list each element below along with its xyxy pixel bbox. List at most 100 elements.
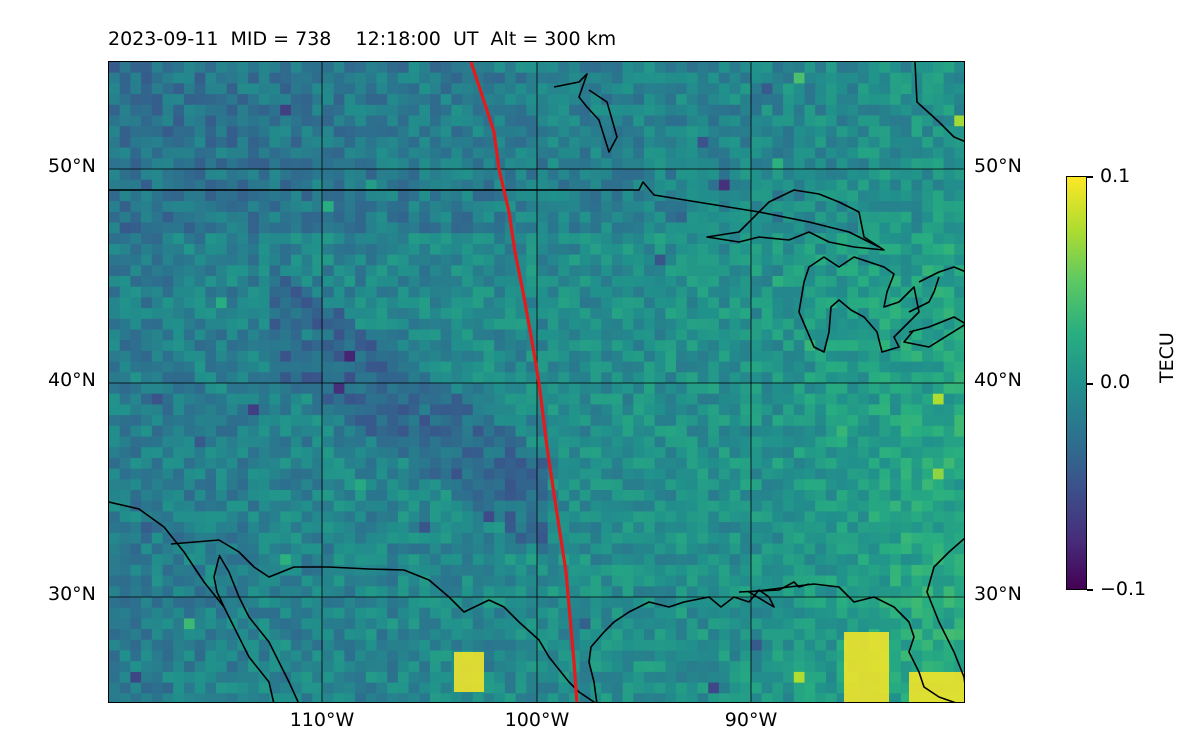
tec-cell — [825, 693, 838, 702]
tec-cell — [740, 147, 752, 159]
tec-cell — [590, 254, 602, 266]
tec-cell — [644, 457, 656, 470]
tec-cell — [547, 233, 559, 245]
tec-cell — [922, 564, 934, 577]
tec-cell — [290, 543, 303, 555]
tec-cell — [462, 318, 474, 331]
tec-cell — [183, 201, 196, 213]
tec-cell — [333, 490, 345, 502]
tec-cell — [504, 147, 517, 159]
tec-cell — [890, 671, 902, 684]
tec-cell — [537, 457, 549, 470]
tec-cell — [718, 254, 731, 266]
tec-cell — [793, 522, 806, 534]
tec-cell — [205, 383, 217, 395]
tec-cell — [943, 532, 955, 545]
tec-cell — [708, 243, 720, 256]
tec-cell — [932, 543, 945, 555]
tec-cell — [376, 254, 388, 266]
tec-cell — [130, 639, 142, 652]
tec-cell — [783, 639, 795, 652]
tec-cell — [569, 190, 581, 202]
tec-cell — [130, 104, 142, 117]
tec-cell — [312, 415, 324, 427]
tec-cell — [483, 543, 495, 555]
tec-cell — [836, 618, 848, 630]
tec-cell — [943, 115, 955, 127]
tec-cell — [397, 201, 410, 213]
tec-cell — [472, 115, 485, 127]
tec-cell — [890, 276, 902, 288]
tec-cell — [890, 308, 902, 320]
tec-cell — [430, 83, 442, 95]
tec-cell — [130, 136, 142, 149]
tec-cell — [130, 94, 142, 106]
tec-cell — [397, 532, 410, 545]
tec-cell — [718, 126, 731, 138]
tec-cell — [119, 297, 131, 309]
tec-cell — [601, 607, 613, 619]
tec-cell — [654, 340, 666, 352]
tec-cell — [761, 136, 773, 149]
tec-cell — [408, 468, 420, 480]
tec-cell — [579, 340, 592, 352]
tec-cell — [440, 554, 452, 566]
tec-cell — [365, 94, 378, 106]
tec-cell — [772, 254, 784, 266]
tec-cell — [515, 607, 527, 619]
tec-cell — [109, 425, 121, 438]
tec-cell — [601, 639, 613, 652]
tec-cell — [665, 104, 677, 117]
tec-cell — [676, 190, 688, 202]
tec-cell — [911, 126, 923, 138]
tec-cell — [654, 286, 666, 298]
tec-cell — [601, 169, 613, 181]
tec-cell — [162, 543, 174, 555]
tec-cell — [569, 372, 581, 384]
tec-cell — [216, 361, 228, 373]
tec-cell — [665, 233, 677, 245]
tec-cell — [686, 62, 699, 74]
tec-cell — [462, 554, 474, 566]
tec-cell — [462, 62, 474, 74]
tec-cell — [558, 468, 570, 480]
tec-cell — [676, 607, 688, 619]
tec-cell — [130, 500, 142, 512]
tec-cell — [825, 297, 838, 309]
tec-cell — [194, 564, 206, 577]
tec-cell — [333, 222, 345, 234]
tec-cell — [226, 126, 238, 138]
tec-cell — [900, 650, 913, 662]
tec-cell — [526, 607, 538, 619]
tec-cell — [387, 265, 399, 277]
tec-cell — [537, 607, 549, 619]
tec-cell — [847, 511, 859, 523]
tec-cell — [815, 457, 827, 470]
lat-label-right-50: 50°N — [974, 155, 1022, 177]
tec-cell — [333, 243, 345, 256]
tec-cell — [686, 532, 699, 545]
tec-cell — [879, 425, 891, 438]
tec-cell — [280, 404, 292, 416]
tec-cell — [205, 179, 217, 191]
tec-cell — [472, 190, 485, 202]
tec-cell — [783, 243, 795, 256]
tec-cell — [504, 190, 517, 202]
tec-cell — [601, 629, 613, 641]
tec-cell — [301, 490, 313, 502]
tec-cell — [868, 211, 880, 224]
tec-cell — [312, 522, 324, 534]
tec-cell — [697, 72, 709, 84]
tec-cell — [697, 404, 709, 416]
tec-cell — [922, 425, 934, 438]
tec-cell — [365, 350, 378, 363]
tec-cell — [355, 543, 367, 555]
tec-cell — [269, 233, 281, 245]
tec-cell — [408, 361, 420, 373]
tec-cell — [430, 179, 442, 191]
tec-cell — [708, 179, 720, 191]
tec-cell — [312, 350, 324, 363]
tec-cell — [783, 147, 795, 159]
tec-cell — [183, 297, 196, 309]
tec-cell — [483, 72, 495, 84]
